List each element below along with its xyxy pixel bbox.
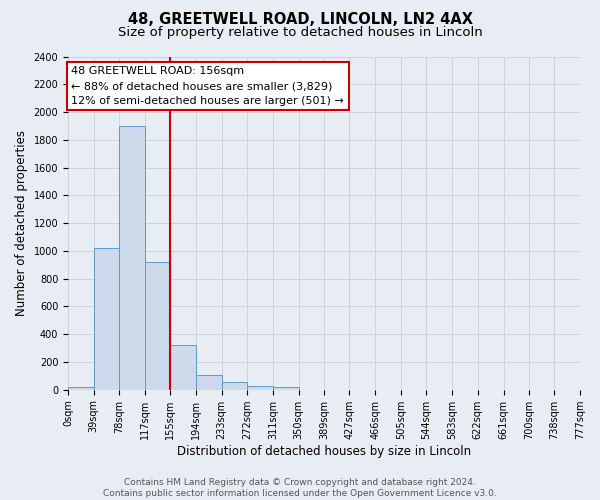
Text: Size of property relative to detached houses in Lincoln: Size of property relative to detached ho… <box>118 26 482 39</box>
Text: 48 GREETWELL ROAD: 156sqm
← 88% of detached houses are smaller (3,829)
12% of se: 48 GREETWELL ROAD: 156sqm ← 88% of detac… <box>71 66 344 106</box>
Bar <box>68 387 94 390</box>
Bar <box>196 375 221 390</box>
Bar <box>170 346 196 390</box>
Text: Contains HM Land Registry data © Crown copyright and database right 2024.
Contai: Contains HM Land Registry data © Crown c… <box>103 478 497 498</box>
Text: 48, GREETWELL ROAD, LINCOLN, LN2 4AX: 48, GREETWELL ROAD, LINCOLN, LN2 4AX <box>128 12 473 28</box>
Bar <box>145 262 170 390</box>
Bar <box>273 387 299 390</box>
Bar <box>119 126 145 390</box>
Bar <box>221 382 247 390</box>
Y-axis label: Number of detached properties: Number of detached properties <box>15 130 28 316</box>
Bar <box>247 386 273 390</box>
X-axis label: Distribution of detached houses by size in Lincoln: Distribution of detached houses by size … <box>177 444 471 458</box>
Bar <box>94 248 119 390</box>
